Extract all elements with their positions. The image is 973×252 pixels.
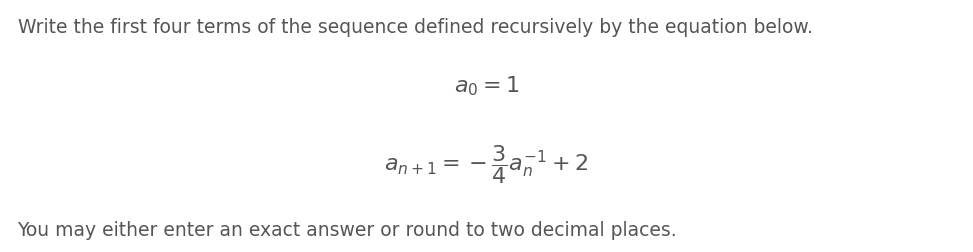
Text: $a_{n+1} = -\dfrac{3}{4}a_n^{-1} + 2$: $a_{n+1} = -\dfrac{3}{4}a_n^{-1} + 2$ xyxy=(384,142,589,185)
Text: Write the first four terms of the sequence defined recursively by the equation b: Write the first four terms of the sequen… xyxy=(18,18,812,37)
Text: $a_0 = 1$: $a_0 = 1$ xyxy=(453,74,520,98)
Text: You may either enter an exact answer or round to two decimal places.: You may either enter an exact answer or … xyxy=(18,220,677,239)
